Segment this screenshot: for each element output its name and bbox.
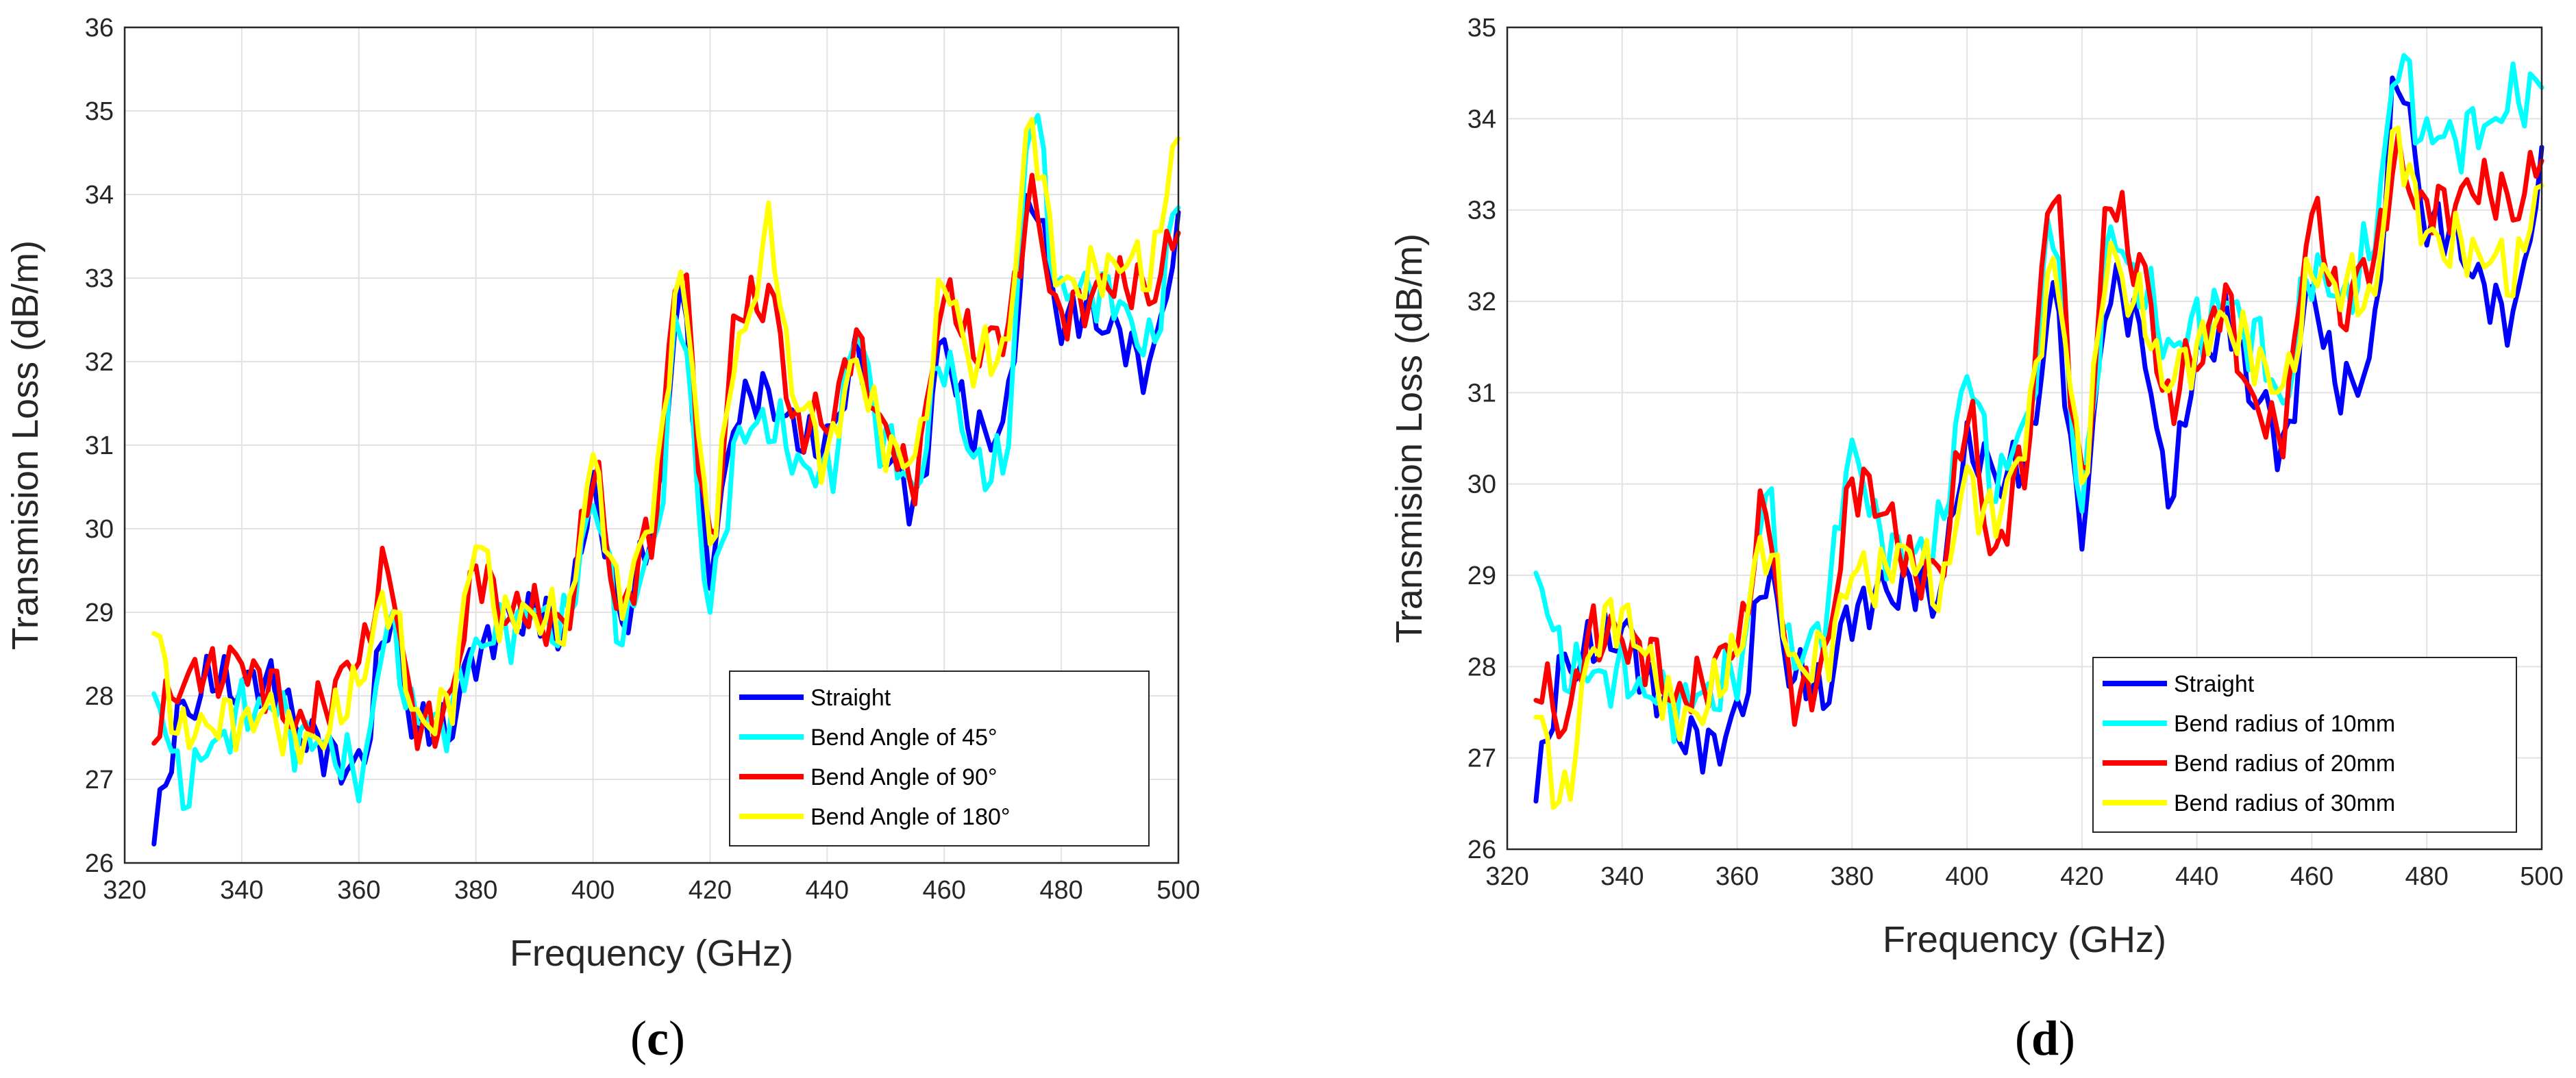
x-tick-label-c: 420 [689,876,732,905]
y-tick-labels-c: 26 27 28 29 30 31 32 33 34 35 36 [85,14,114,878]
x-tick-label-d: 320 [1485,862,1528,891]
legend-label-2-c: Bend Angle of 45° [810,725,998,751]
series-group-d [1533,53,2544,810]
y-tick-label-d: 29 [1467,562,1496,590]
x-axis-title-d: Frequency (GHz) [1883,919,2166,960]
legend-label-4-c: Bend Angle of 180° [810,804,1011,830]
series-group-c [151,113,1181,847]
x-tick-label-c: 480 [1039,876,1082,905]
series-line-4-c [151,116,1181,765]
y-tick-label-c: 27 [85,766,114,794]
y-tick-label-c: 31 [85,431,114,460]
series-line-4-d [1533,125,2544,810]
y-tick-label-d: 26 [1467,836,1496,864]
x-tick-labels-c: 320 340 360 380 400 420 440 460 480 500 [103,876,1200,905]
y-tick-label-d: 31 [1467,379,1496,408]
y-tick-label-d: 35 [1467,14,1496,42]
legend-c: Straight Bend Angle of 45° Bend Angle of 9… [729,670,1150,847]
x-tick-label-c: 500 [1156,876,1200,905]
legend-label-1-c: Straight [810,685,891,711]
panel-label-c: (c) [630,1011,685,1066]
y-tick-label-c: 33 [85,264,114,293]
legend-label-3-d: Bend radius of 20mm [2174,751,2395,777]
x-tick-label-d: 420 [2060,862,2103,891]
x-tick-label-c: 400 [571,876,615,905]
x-tick-labels-d: 320 340 360 380 400 420 440 460 480 500 [1485,862,2563,891]
y-tick-label-c: 35 [85,97,114,126]
x-tick-label-d: 440 [2175,862,2218,891]
y-tick-labels-d: 26 27 28 29 30 31 32 33 34 35 [1467,14,1496,864]
x-tick-label-c: 320 [103,876,146,905]
plot-area-c [123,26,1180,864]
y-tick-label-d: 30 [1467,471,1496,499]
y-tick-label-c: 34 [85,181,114,210]
x-tick-label-d: 460 [2290,862,2333,891]
panel-label-d: (d) [2015,1011,2075,1066]
chart-panel-d: 320 340 360 380 400 420 440 460 480 500 26 27 28 29 3… [1389,14,2564,1066]
x-tick-label-d: 480 [2405,862,2449,891]
x-axis-title-c: Frequency (GHz) [510,933,793,974]
x-tick-label-d: 400 [1945,862,1988,891]
y-tick-label-d: 33 [1467,197,1496,225]
y-tick-label-d: 28 [1467,653,1496,681]
legend-d: Straight Bend radius of 10mm Bend radius o… [2092,657,2517,833]
y-tick-label-c: 36 [85,14,114,42]
series-line-3-d [1533,131,2544,740]
legend-label-3-c: Bend Angle of 90° [810,764,998,790]
legend-label-1-d: Straight [2174,671,2255,697]
x-tick-label-c: 380 [454,876,497,905]
y-tick-label-c: 30 [85,515,114,544]
x-tick-label-d: 340 [1600,862,1644,891]
y-axis-title-d: Transmision Loss (dB/m) [1389,234,1430,643]
y-tick-label-d: 32 [1467,288,1496,316]
plot-area-d [1506,26,2543,851]
x-tick-label-d: 360 [1716,862,1759,891]
y-tick-label-d: 27 [1467,744,1496,773]
x-tick-label-c: 340 [220,876,263,905]
legend-label-2-d: Bend radius of 10mm [2174,711,2395,737]
x-tick-label-c: 440 [806,876,849,905]
y-tick-label-c: 28 [85,682,114,711]
y-tick-label-d: 34 [1467,105,1496,134]
x-tick-label-c: 460 [923,876,966,905]
legend-label-4-d: Bend radius of 30mm [2174,790,2395,816]
series-line-1-d [1533,75,2544,804]
y-axis-title-c: Transmision Loss (dB/m) [5,240,46,650]
x-tick-label-d: 380 [1831,862,1874,891]
y-tick-label-c: 26 [85,849,114,878]
x-tick-label-c: 360 [337,876,380,905]
y-tick-label-c: 32 [85,348,114,377]
x-tick-label-d: 500 [2520,862,2563,891]
y-tick-label-c: 29 [85,599,114,627]
chart-panel-c: 320 340 360 380 400 420 440 460 480 500 26 27 28 29 3… [5,14,1200,1066]
